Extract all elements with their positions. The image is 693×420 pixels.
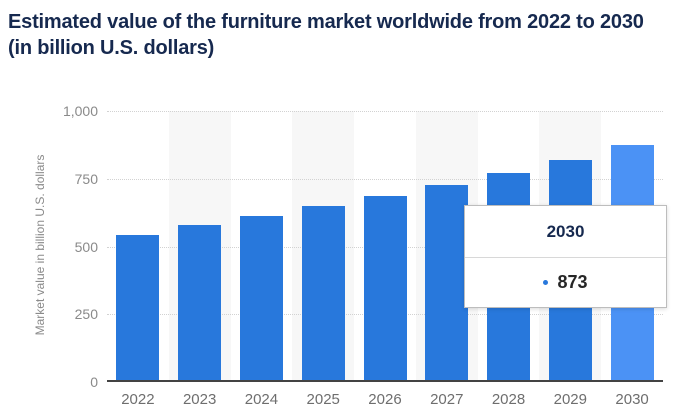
series-marker-dot [543, 280, 549, 285]
y-axis-tick-label: 0 [90, 374, 98, 390]
tooltip-header: 2030 [465, 206, 666, 258]
tooltip-body: 873 [465, 258, 666, 307]
x-axis-label-2027: 2027 [430, 391, 464, 408]
x-axis-label-2030: 2030 [615, 391, 649, 408]
bar-2024[interactable] [239, 216, 283, 382]
x-axis-label-2023: 2023 [182, 391, 217, 408]
bar-2027[interactable] [425, 184, 469, 382]
x-axis: 2022 2023 2024 2025 2026 2027 2028 2029 2030 [107, 390, 663, 410]
tooltip: 2030 873 [464, 205, 667, 308]
gridline-750 [107, 178, 663, 180]
y-axis-tick-label: 250 [74, 306, 98, 323]
y-axis-tick-label: 500 [74, 238, 98, 255]
x-axis-label-2026: 2026 [368, 391, 402, 408]
y-axis-tick-label: 750 [74, 170, 98, 187]
x-axis-label-2022: 2022 [121, 391, 155, 408]
chart-title: Estimated value of the furniture market … [8, 11, 644, 59]
gridline-1000 [107, 111, 663, 112]
bar-2026[interactable] [363, 195, 407, 382]
y-axis-tick-label: 1,000 [62, 103, 98, 119]
x-axis-line [107, 380, 663, 382]
bar-2025[interactable] [301, 206, 345, 382]
x-axis-label-2025: 2025 [306, 391, 340, 408]
bar-2023[interactable] [178, 225, 222, 382]
x-axis-label-2024: 2024 [244, 391, 279, 408]
x-axis-label-2029: 2029 [553, 391, 587, 408]
x-axis-label-2028: 2028 [491, 391, 526, 408]
tooltip-value: 873 [557, 272, 588, 292]
bar-2022[interactable] [116, 234, 160, 382]
